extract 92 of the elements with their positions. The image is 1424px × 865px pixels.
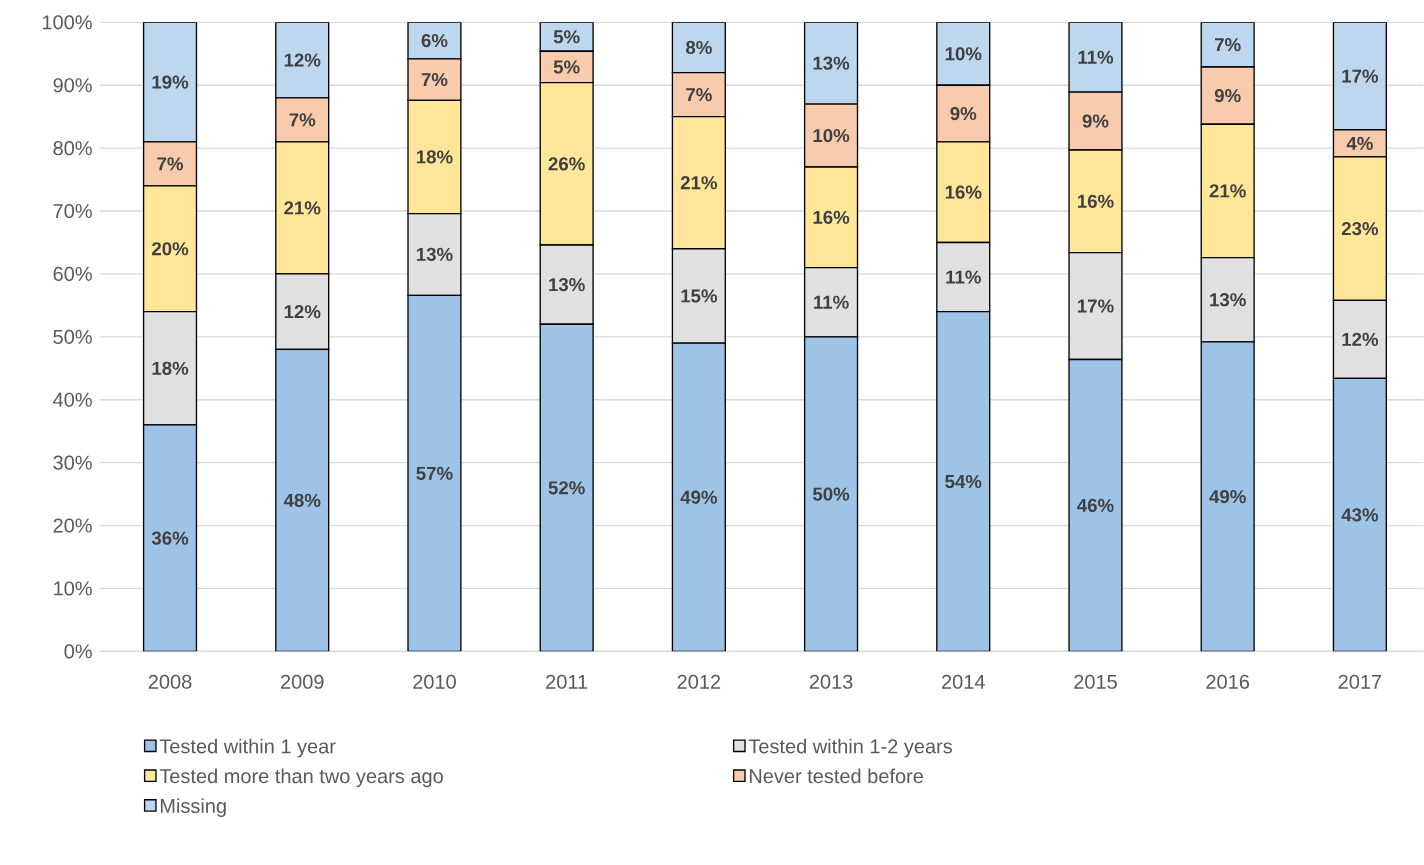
y-tick-label: 40% [53, 392, 92, 408]
data-label: 49% [1209, 490, 1246, 504]
data-label: 5% [553, 60, 580, 74]
bar [407, 294, 462, 652]
bar [671, 22, 726, 74]
data-label: 11% [946, 270, 981, 284]
data-label: 20% [152, 242, 189, 256]
data-label: 5% [553, 30, 580, 44]
bar [1332, 377, 1387, 652]
y-tick-label: 60% [53, 267, 92, 282]
x-tick-label: 2013 [809, 674, 853, 690]
bar [539, 323, 594, 652]
data-label: 16% [945, 185, 982, 199]
data-label: 11% [814, 295, 849, 310]
bar [936, 22, 991, 87]
bar [803, 22, 859, 105]
data-label: 11% [1078, 50, 1114, 64]
y-tick-label: 20% [53, 518, 92, 533]
bar [1332, 22, 1387, 131]
data-label: 6% [421, 34, 448, 48]
data-label: 10% [945, 47, 982, 61]
data-label: 17% [1077, 299, 1114, 313]
legend-label: Never tested before [749, 768, 923, 784]
data-label: 26% [548, 157, 585, 171]
x-tick-label: 2016 [1206, 674, 1250, 690]
x-tick-label: 2012 [677, 674, 721, 690]
data-label: 23% [1341, 222, 1379, 236]
legend-label: Tested within 1 year [159, 738, 336, 758]
data-label: 57% [416, 466, 453, 481]
data-label: 10% [813, 129, 850, 143]
data-label: 50% [812, 487, 850, 501]
bar [936, 311, 991, 652]
data-label: 54% [945, 475, 982, 489]
data-label: 13% [1210, 293, 1246, 307]
bar [803, 336, 859, 652]
data-label: 46% [1077, 499, 1114, 513]
data-label: 9% [1082, 114, 1109, 128]
bar [275, 348, 330, 652]
data-label: 4% [1346, 137, 1373, 151]
data-label: 12% [1342, 332, 1379, 347]
data-label: 7% [1214, 38, 1241, 52]
data-label: 9% [1214, 89, 1241, 103]
legend-label: Tested more than two years ago [159, 768, 443, 788]
data-label: 21% [1209, 184, 1246, 198]
data-label: 13% [813, 56, 850, 71]
x-tick-label: 2014 [942, 674, 985, 690]
data-label: 7% [686, 88, 712, 102]
y-tick-label: 50% [53, 329, 92, 345]
legend-label: Tested within 1-2 years [748, 738, 952, 758]
bar [275, 22, 330, 99]
data-label: 52% [548, 481, 585, 495]
data-label: 21% [284, 201, 321, 215]
bar [142, 424, 198, 652]
data-label: 17% [1342, 69, 1379, 83]
data-label: 16% [813, 210, 850, 225]
data-label: 7% [157, 157, 184, 171]
data-label: 7% [421, 73, 448, 87]
bar [142, 22, 198, 143]
legend-label: Missing [160, 798, 226, 818]
y-tick-label: 10% [54, 581, 92, 596]
data-label: 7% [289, 113, 316, 127]
data-label: 18% [152, 361, 189, 376]
data-label: 12% [284, 53, 321, 67]
data-label: 43% [1341, 508, 1379, 522]
data-label: 48% [283, 493, 321, 508]
data-label: 19% [152, 75, 189, 89]
data-label: 16% [1077, 194, 1114, 209]
data-label: 49% [680, 490, 718, 505]
data-label: 15% [681, 289, 718, 303]
bar [1200, 341, 1255, 652]
x-tick-label: 2011 [546, 674, 588, 690]
y-tick-label: 100% [42, 15, 92, 30]
x-tick-label: 2015 [1074, 674, 1117, 690]
y-tick-label: 80% [53, 141, 92, 156]
x-tick-label: 2017 [1338, 674, 1382, 690]
bar [1068, 359, 1123, 652]
bar [671, 342, 726, 652]
data-label: 13% [416, 248, 453, 262]
data-label: 21% [680, 176, 718, 190]
y-tick-label: 70% [53, 204, 92, 219]
x-tick-label: 2010 [413, 674, 456, 690]
data-label: 9% [950, 107, 977, 121]
x-tick-label: 2008 [148, 674, 192, 690]
y-tick-label: 0% [64, 644, 92, 659]
data-label: 8% [685, 41, 712, 55]
y-tick-label: 30% [53, 455, 92, 470]
data-label: 36% [151, 531, 189, 545]
y-tick-label: 90% [53, 78, 92, 93]
data-label: 18% [416, 150, 453, 164]
x-tick-label: 2009 [281, 674, 324, 690]
data-label: 13% [549, 278, 585, 292]
data-label: 12% [284, 305, 321, 319]
